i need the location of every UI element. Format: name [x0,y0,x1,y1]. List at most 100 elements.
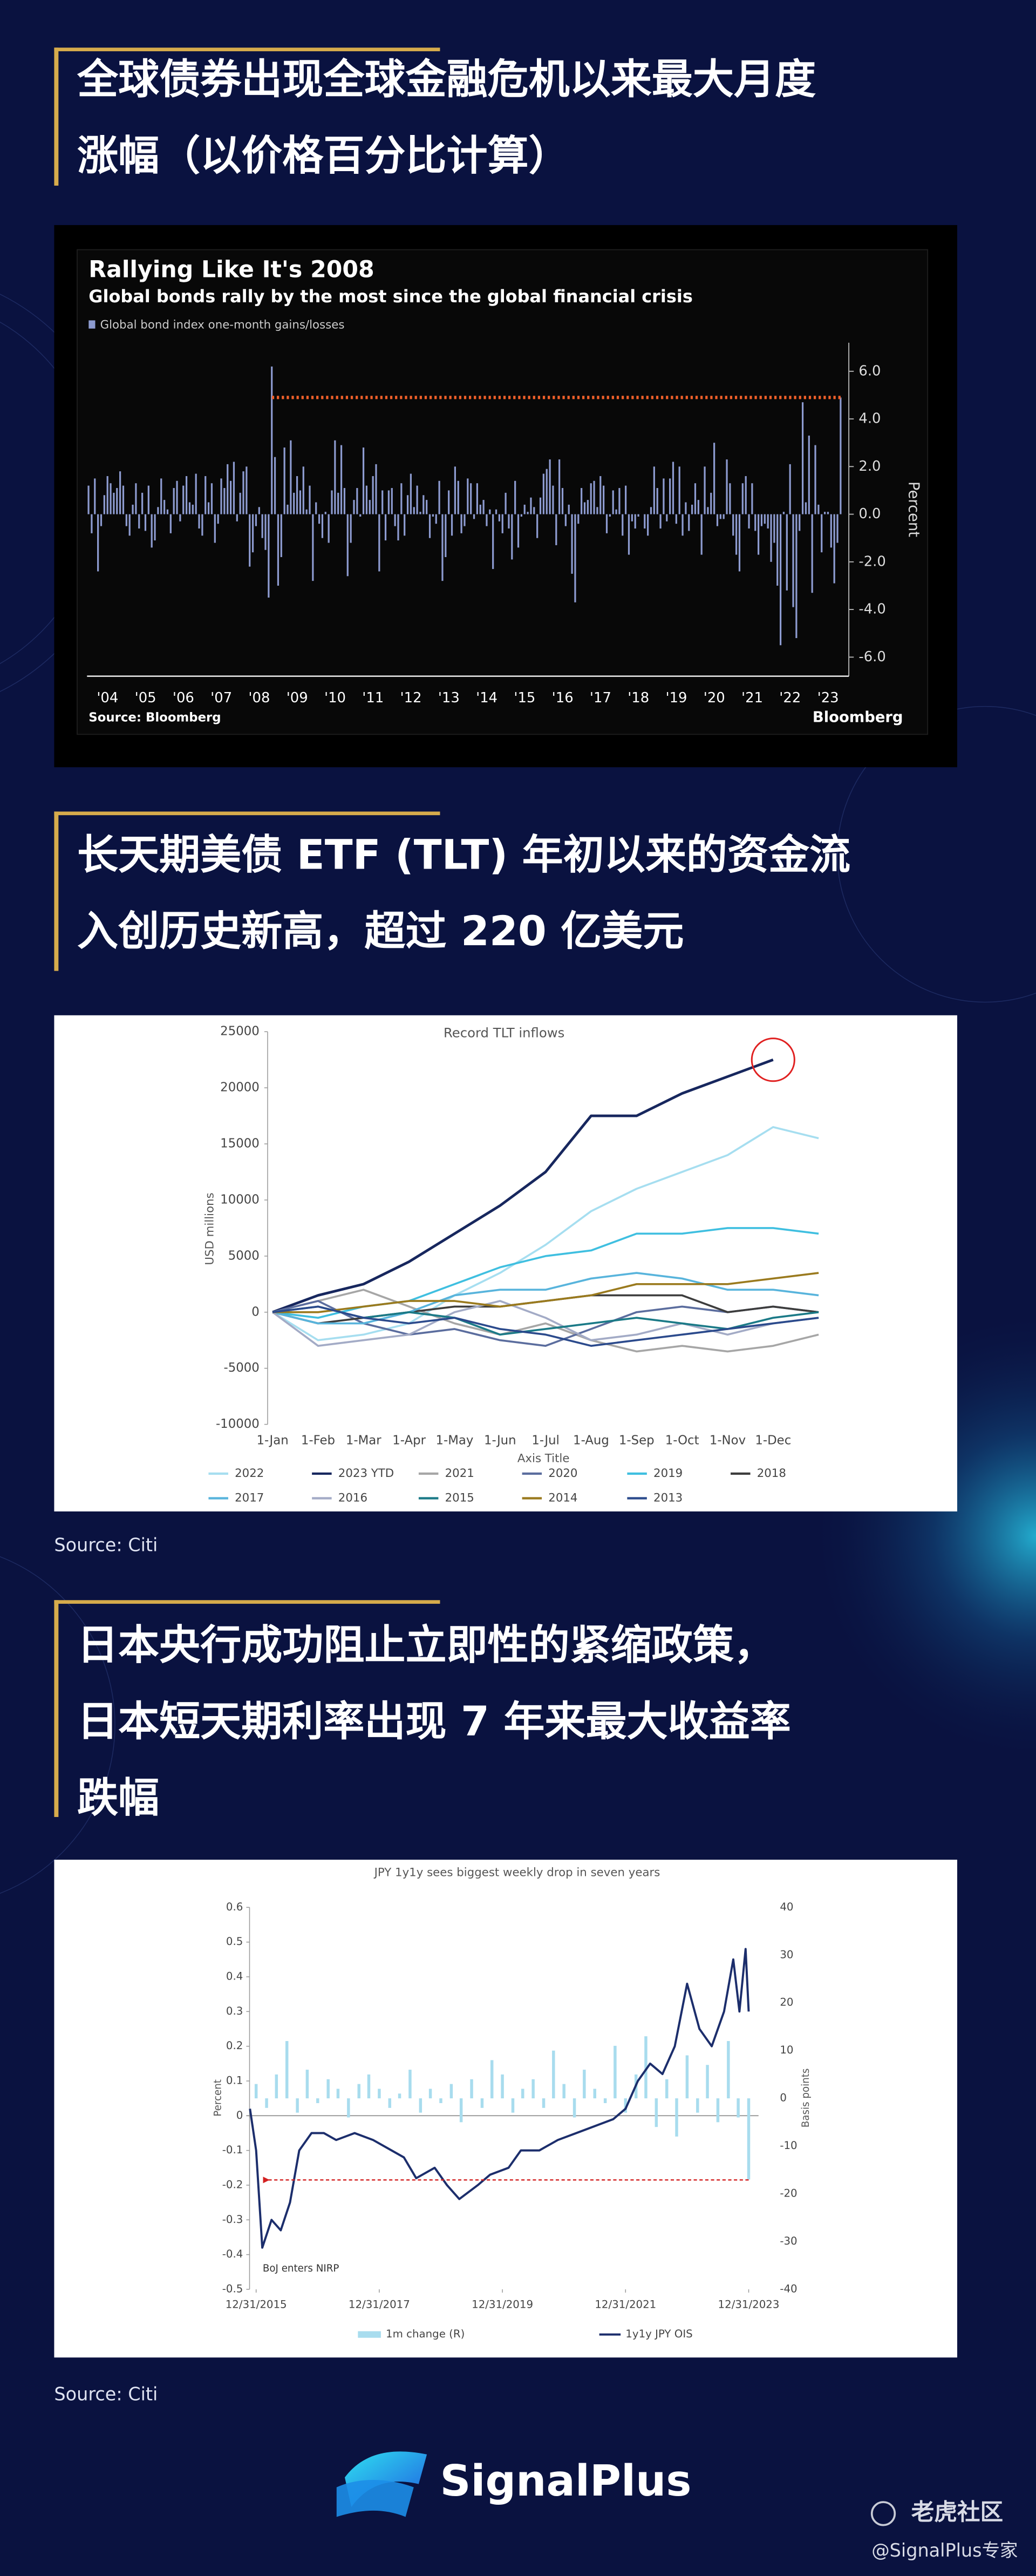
x-tick-label: 12/31/2021 [595,2298,656,2310]
legend-label: 2017 [235,1492,264,1505]
bar [192,504,194,514]
bar [716,514,719,526]
x-tick-label: '12 [400,690,422,706]
bar [549,459,551,514]
bar [388,2098,392,2108]
bar [748,514,750,529]
bar [334,440,336,514]
bar [106,476,108,514]
bar [205,476,207,514]
bar [614,2045,617,2099]
y-tick-label: 15000 [220,1137,260,1151]
bar [612,490,614,514]
x-tick-label: '20 [704,690,725,706]
bar [520,514,522,517]
bar [305,509,308,514]
y-tick-label: 0.0 [858,506,881,522]
bar [492,514,494,570]
bar [265,2098,268,2108]
bar [210,483,213,514]
bar [305,2070,309,2099]
bar [546,469,548,514]
bar [840,397,842,514]
bar [100,514,103,526]
logo-icon [336,2451,427,2517]
bar [419,2098,422,2113]
bar [441,514,444,581]
section-heading: 长天期美债 ETF (TLT) 年初以来的资金流 [77,831,850,879]
bar [365,485,368,514]
bar [795,514,798,639]
heading-rule [54,48,440,51]
bar [779,514,782,646]
bar [501,2074,504,2099]
bar [738,514,741,572]
bar [179,514,181,521]
bar [157,507,159,514]
x-tick-label: 1-Jun [484,1434,516,1448]
bar [312,514,314,581]
bar [268,514,270,598]
y2-axis-label: Basis points [800,2069,812,2128]
bar [631,514,633,521]
bar [470,483,472,514]
bar [296,2098,299,2113]
bar [449,2084,453,2099]
bar [336,2089,340,2099]
bar [760,514,763,526]
bar [408,2070,412,2099]
chart-panel [54,1015,957,1511]
y-axis-label: Percent [905,482,922,537]
chart-title: Record TLT inflows [444,1025,564,1040]
bar [169,514,172,533]
bar [511,2098,515,2113]
chart-frame [77,249,929,735]
chart-subtitle: Global bonds rally by the most since the… [88,286,693,307]
bar [261,514,263,538]
source: Source: Citi [54,2384,158,2405]
legend-swatch [358,2331,381,2338]
bar [531,2079,535,2099]
bar [811,514,813,593]
bar [223,488,226,514]
x-tick-label: '14 [476,690,497,706]
x-tick-label: '08 [248,690,270,706]
x-tick-label: '13 [438,690,460,706]
legend-swatch [88,320,96,329]
brand: SignalPlus [440,2456,691,2506]
bar [653,466,655,514]
bar [94,478,96,514]
source: Source: Bloomberg [88,710,221,724]
x-tick-label: 1-May [435,1434,473,1448]
bar [97,514,99,572]
bar [476,483,478,514]
series-line [272,1272,819,1313]
bar [564,514,567,526]
y-tick-label: 0.1 [226,2074,243,2086]
bar [685,2055,689,2099]
bar [801,402,804,514]
bar [675,2098,678,2137]
bar [220,478,222,514]
legend-label: 2022 [235,1467,264,1480]
heading-rule [54,1600,440,1604]
x-tick-label: 1-Aug [573,1434,609,1448]
bar [542,473,544,514]
bar [552,2050,555,2099]
bar [521,2089,524,2099]
bar [347,2098,350,2118]
bar [275,2074,278,2099]
bar [527,512,529,514]
section-heading: 全球债券出现全球金融危机以来最大月度 [77,55,816,103]
bar [696,2098,699,2113]
bar [596,507,598,514]
x-tick-label: '17 [590,690,611,706]
bar [176,480,178,514]
bar [562,2084,565,2099]
bar [326,2079,330,2099]
bar [249,514,251,567]
bar [799,514,801,531]
bar [571,514,573,574]
bar [233,462,235,514]
handle: @SignalPlus专家 [871,2540,1018,2561]
